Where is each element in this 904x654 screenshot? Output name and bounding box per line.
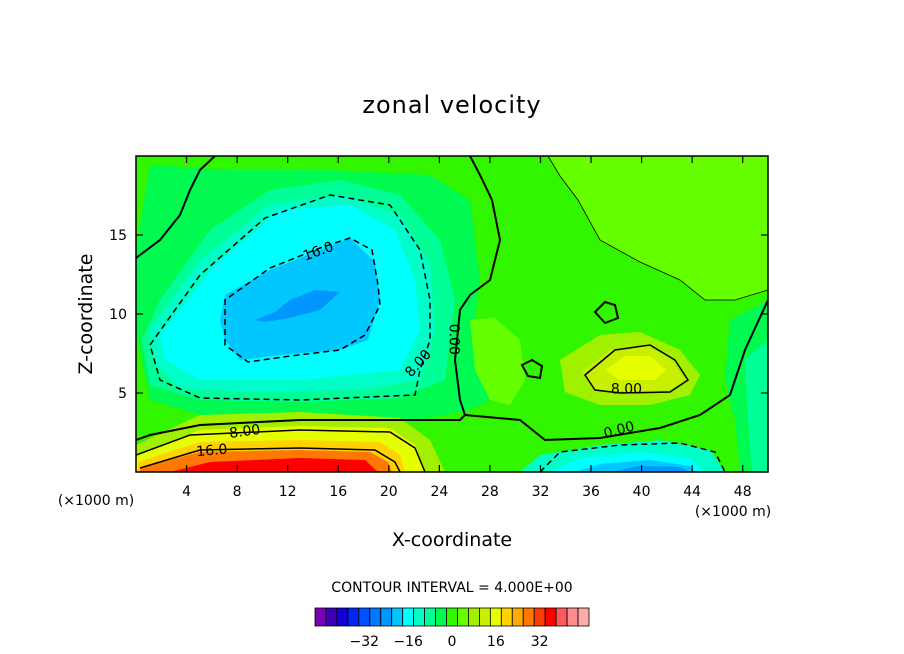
x-axis-label: X-coordinate [392, 529, 512, 551]
contour-sixteen-bottom [139, 447, 401, 472]
contour-label-text: 0.00 [446, 324, 462, 355]
contour-zero-left [136, 156, 216, 259]
band-right-edge2 [745, 340, 768, 472]
x-tick-label: 44 [683, 484, 701, 500]
y-tick-label: 5 [118, 386, 127, 402]
contour-bottom-right-dashed [539, 442, 726, 472]
contour-label: 0.00 [446, 324, 462, 355]
contour-sixteen-left [224, 237, 381, 363]
x-tick-label: 4 [182, 484, 191, 500]
colorbar-swatch [314, 607, 327, 627]
colorbar-swatch [336, 607, 349, 627]
colorbar-swatch [457, 607, 469, 627]
colorbar: −32 −16 0 16 32 [314, 607, 590, 650]
contour-label-text: 16.0 [196, 442, 228, 461]
contour-right-eight [584, 344, 690, 394]
contour-label: 16.0 [196, 442, 228, 461]
chart-title: zonal velocity [362, 91, 541, 119]
colorbar-swatch [446, 607, 458, 627]
contour-small-loop2 [520, 358, 544, 380]
colorbar-tick-label: −16 [393, 634, 423, 650]
colorbar-swatch [468, 607, 480, 627]
contour-label-text: 0.00 [602, 419, 636, 443]
colorbar-tick-label: 16 [487, 634, 505, 650]
contour-eight-bottom [136, 429, 426, 472]
x-unit-left: (×1000 m) [58, 493, 134, 509]
band-bottom-right-blue4 [610, 466, 690, 472]
x-tick-label: 20 [380, 484, 398, 500]
band-mid-green [470, 318, 525, 405]
band-right-yellow3 [605, 356, 666, 380]
contour-thin-right [547, 156, 768, 301]
colorbar-swatch [391, 607, 404, 627]
band-right-high [548, 156, 768, 300]
x-tick-label: 48 [734, 484, 752, 500]
colorbar-tick-label: 0 [448, 634, 457, 650]
x-tick-label: 28 [481, 484, 499, 500]
colorbar-swatch [500, 607, 513, 627]
colorbar-swatch [424, 607, 436, 627]
colorbar-swatch [478, 607, 491, 627]
contour-label: 8.00 [611, 381, 642, 397]
colorbar-swatch [489, 607, 502, 627]
colorbar-swatch [369, 607, 382, 627]
contour-label-text: 8.00 [228, 422, 261, 442]
x-unit-right: (×1000 m) [695, 504, 771, 520]
contour-interval-text: CONTOUR INTERVAL = 4.000E+00 [331, 580, 572, 596]
contour-label-text: 8.00 [611, 381, 642, 397]
contour-label: 0.00 [602, 419, 636, 443]
y-tick-label: 10 [109, 307, 127, 323]
y-tick-label: 15 [109, 228, 127, 244]
x-tick-label: 8 [233, 484, 242, 500]
contour-eight-left [149, 194, 431, 401]
colorbar-swatch [413, 607, 426, 627]
x-tick-label: 36 [582, 484, 600, 500]
contour-label: 8.00 [228, 422, 261, 442]
x-tick-label: 12 [279, 484, 297, 500]
colorbar-swatch [380, 607, 393, 627]
colorbar-swatch [358, 607, 371, 627]
colorbar-swatch [402, 607, 415, 627]
colorbar-swatch [577, 607, 590, 627]
x-tick-label: 16 [329, 484, 347, 500]
colorbar-swatch [533, 607, 546, 627]
x-tick-label: 32 [532, 484, 550, 500]
y-axis-label: Z-coordinate [75, 254, 97, 375]
contour-zero-main [136, 156, 502, 441]
colorbar-swatch [555, 607, 568, 627]
colorbar-tick-label: 32 [531, 634, 549, 650]
colorbar-swatch [511, 607, 524, 627]
band-bottom-red [170, 458, 378, 472]
colorbar-swatch [347, 607, 360, 627]
colorbar-swatch [435, 607, 447, 627]
colorbar-swatch [566, 607, 579, 627]
colorbar-swatch [522, 607, 535, 627]
x-tick-label: 40 [633, 484, 651, 500]
colorbar-swatch [325, 607, 338, 627]
contour-lines [136, 156, 768, 472]
colorbar-tick-label: −32 [350, 634, 380, 650]
x-tick-label: 24 [430, 484, 448, 500]
colorbar-swatch [544, 607, 557, 627]
contour-field [136, 156, 768, 472]
contour-small-loop1 [593, 300, 620, 325]
band-left-blue-core [255, 290, 340, 322]
contour-zero-mid [464, 299, 768, 442]
